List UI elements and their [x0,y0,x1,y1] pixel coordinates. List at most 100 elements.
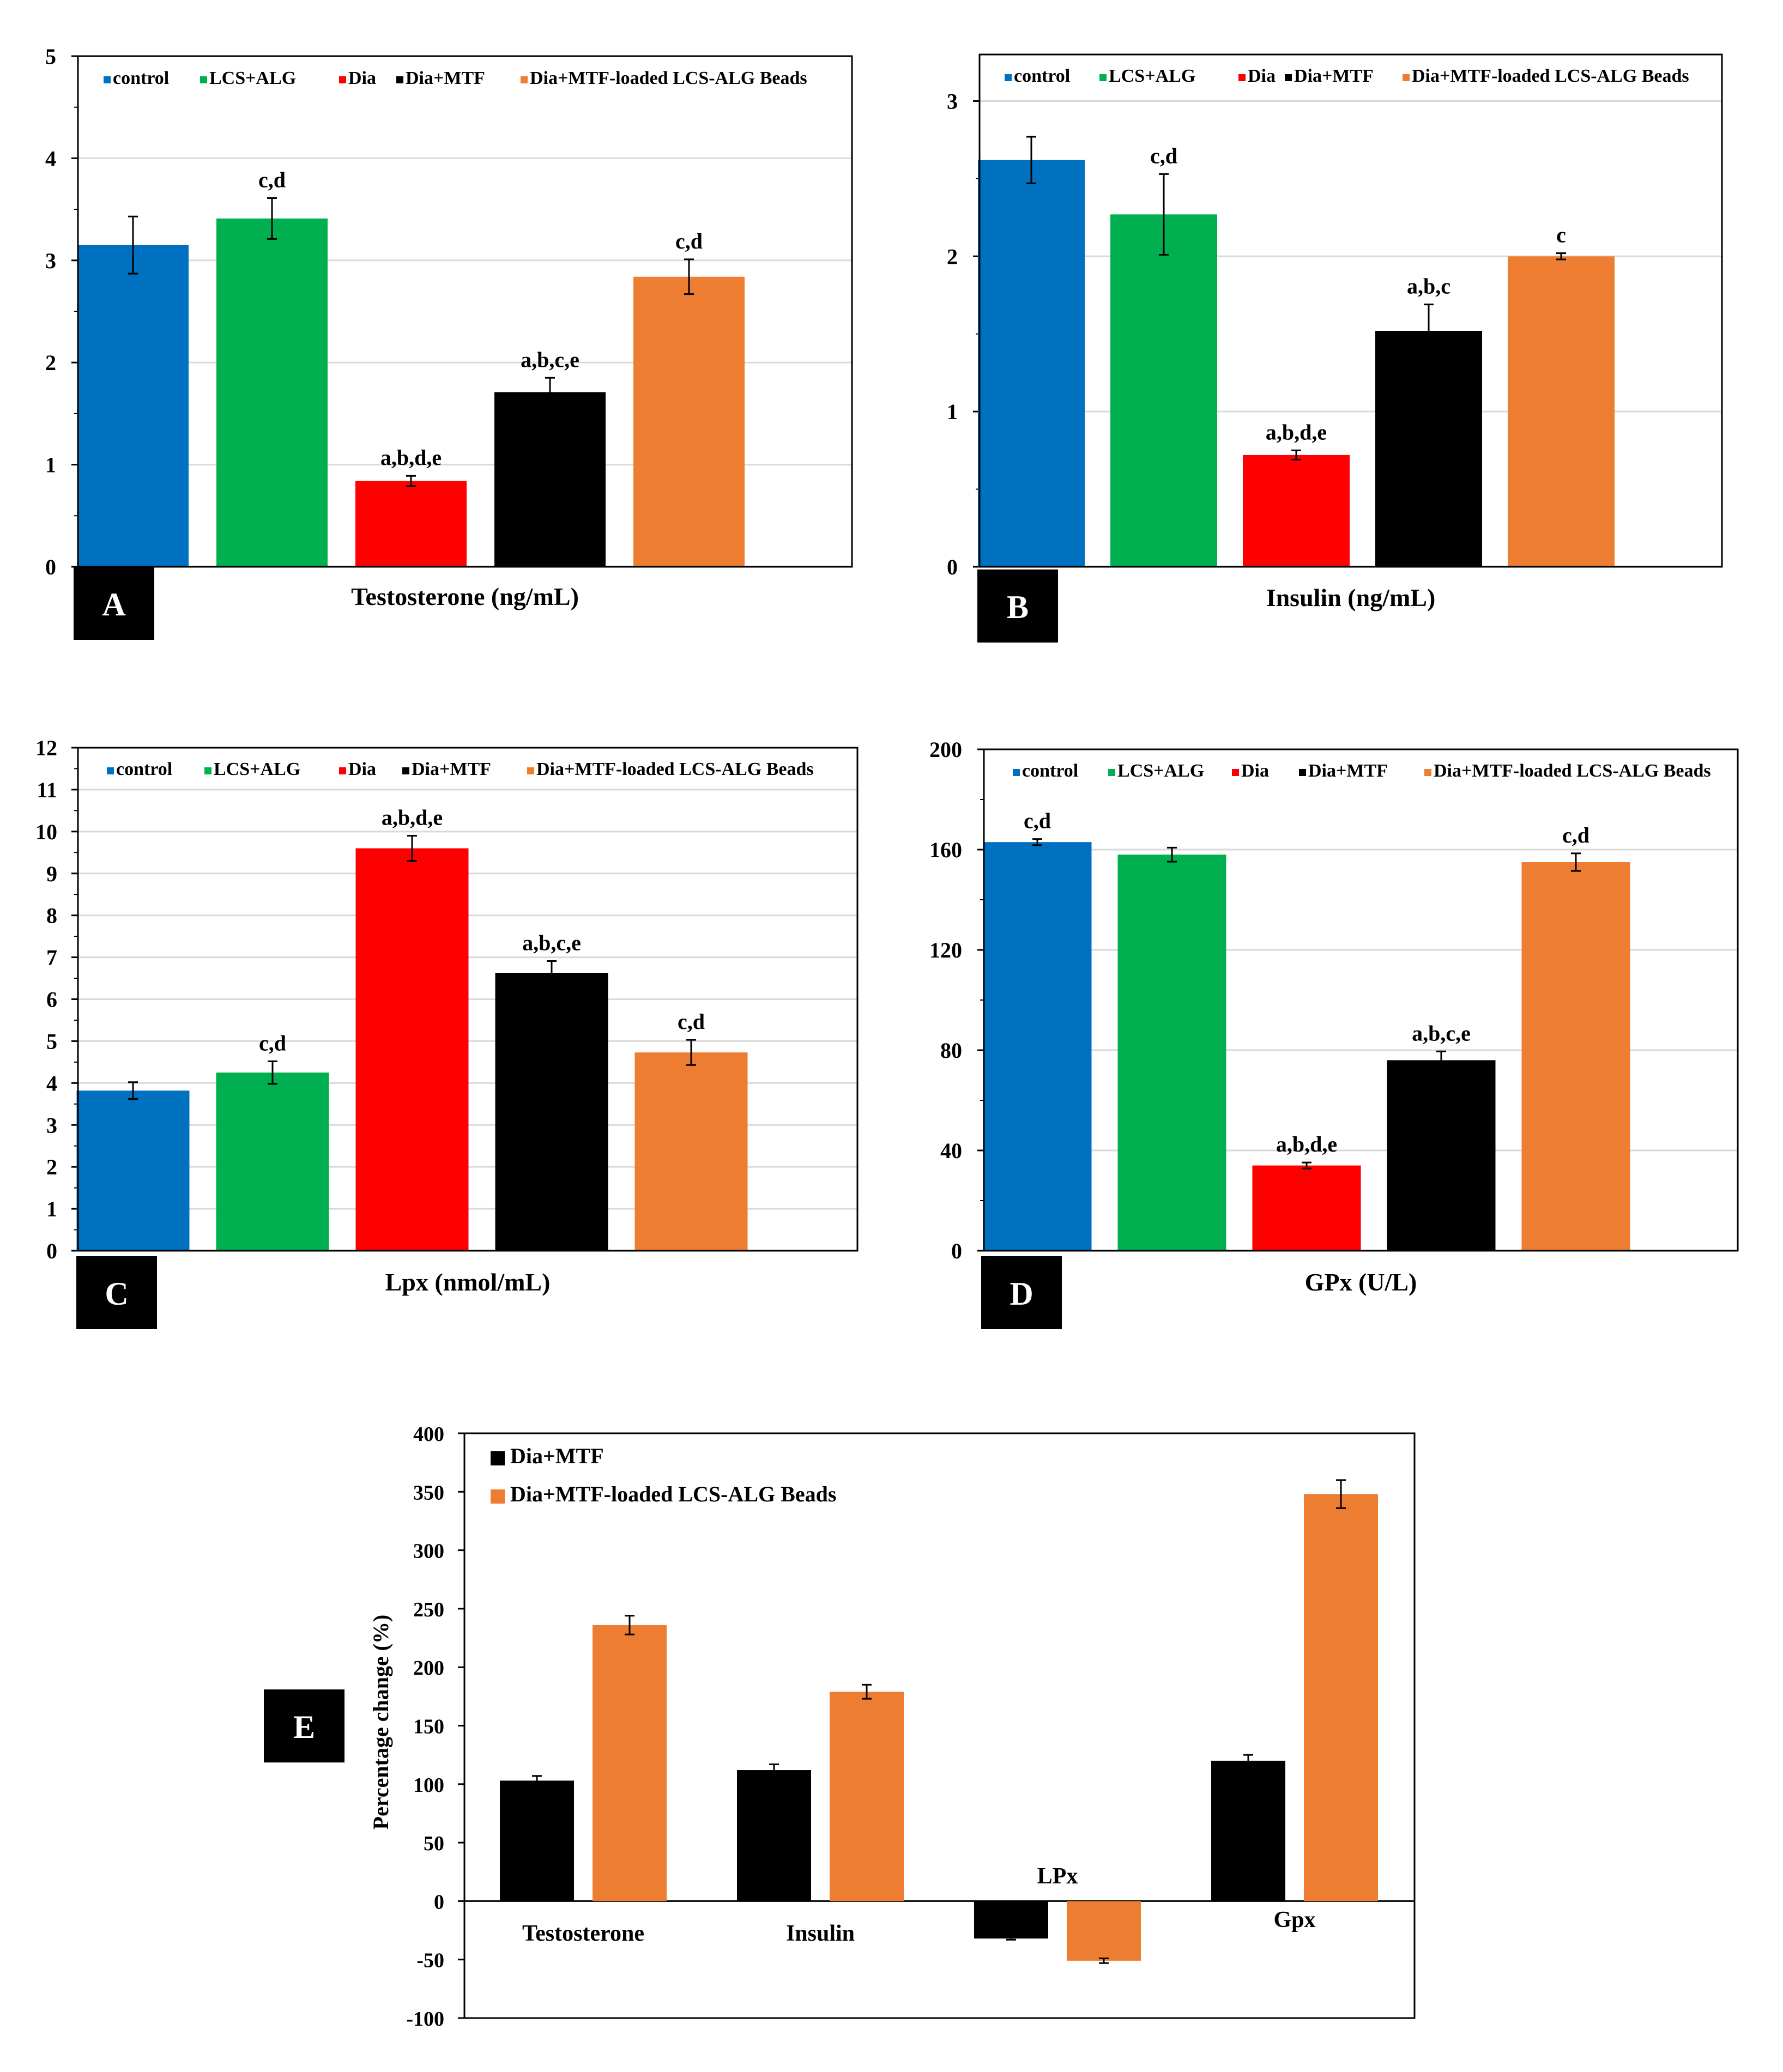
bar-d-3 [1252,1165,1361,1251]
legend-swatch [1403,74,1410,81]
panel-badge [977,570,1058,643]
plot-frame [77,55,853,568]
legend-label: LCS+ALG [209,68,296,88]
y-tick-label: 0 [46,1239,57,1263]
bar-e-insulin-2 [830,1692,904,1901]
legend-swatch [1013,769,1020,776]
x-category-label: Testosterone [522,1921,644,1946]
y-tick-label: 250 [413,1598,444,1621]
bar-b-1 [978,160,1085,567]
panel-label: E [293,1709,315,1745]
legend-swatch [339,76,346,83]
bar-c-1 [76,1090,190,1251]
y-tick-label: 120 [929,938,962,962]
significance-label: a,b,c [1407,274,1450,299]
y-tick-label: 5 [46,1029,57,1053]
legend-label: Dia+MTF [1294,66,1374,86]
legend-label: Dia+MTF-loaded LCS-ALG Beads [530,68,807,88]
bar-d-2 [1117,855,1226,1251]
legend-label: control [113,68,169,88]
y-tick-label: 2 [947,244,958,269]
significance-label: a,b,d,e [380,445,442,470]
bar-e-lpx-1 [974,1901,1048,1939]
significance-label: c,d [259,1031,286,1055]
y-tick-label: 80 [940,1038,962,1063]
y-tick-label: 6 [46,987,57,1012]
y-tick-label: 150 [413,1716,444,1738]
y-tick-label: 8 [46,904,57,928]
legend-label: control [1014,66,1070,86]
legend-swatch [491,1451,505,1465]
y-tick-label: 0 [434,1891,444,1913]
significance-label: a,b,c,e [522,931,581,955]
legend-label: LCS+ALG [214,759,300,779]
bar-e-testosterone-2 [593,1625,667,1901]
x-category-label: Gpx [1273,1907,1315,1932]
y-tick-label: 200 [929,737,962,762]
y-tick-label: 1 [947,399,958,424]
legend-label: LCS+ALG [1117,761,1204,781]
x-axis-label: Testosterone (ng/mL) [351,583,579,610]
legend-swatch [396,76,403,83]
legend-label: Dia [1248,66,1276,86]
y-tick-label: 2 [46,1155,57,1179]
y-tick-label: 3 [947,89,958,113]
y-tick-label: 50 [424,1832,444,1855]
panel-badge [264,1689,344,1762]
legend-label: Dia+MTF-loaded LCS-ALG Beads [1434,761,1711,781]
panel-badge [76,1256,157,1329]
y-tick-label: 11 [37,778,57,802]
legend-label: Dia [1241,761,1269,781]
y-tick-label: 40 [940,1138,962,1163]
significance-label: a,b,d,e [1276,1132,1337,1156]
legend-label: Dia+MTF [1308,761,1388,781]
bar-d-5 [1521,862,1630,1251]
panel-e: -100 -50 0 50 100 150 200 250 300 350 400 Testoster… [264,1423,1416,2031]
significance-label: a,b,c,e [1412,1021,1471,1045]
y-tick-label: 4 [45,146,56,171]
y-tick-label: 160 [929,838,962,862]
x-category-label: LPx [1037,1864,1078,1889]
bar-e-insulin-1 [737,1770,811,1901]
panel-a: 0 1 2 3 4 5 c,d a,b,d,e a,b,c,e c,d control LCS+ALG… [45,44,853,640]
legend-swatch [491,1489,505,1504]
significance-label: c,d [1562,823,1589,847]
significance-label: c,d [1024,809,1051,833]
y-tick-label: 300 [413,1540,444,1563]
legend-swatch [1285,74,1292,81]
panel-label: C [105,1276,128,1312]
legend-label: Dia+MTF-loaded LCS-ALG Beads [1412,66,1689,86]
y-tick-label: 9 [46,862,57,886]
bar-b-3 [1243,455,1350,567]
significance-label: a,b,d,e [382,805,443,830]
panel-label: A [102,586,125,622]
y-tick-label: 3 [45,249,56,273]
bar-c-3 [355,848,469,1251]
panel-badge [74,567,154,640]
legend-swatch [1238,74,1246,81]
legend-swatch [200,76,207,83]
legend-label: control [116,759,172,779]
plot-frame [983,748,1739,1252]
y-tick-label: 4 [46,1071,57,1095]
legend-label: control [1022,761,1078,781]
bar-a-2 [216,218,328,567]
y-tick-label: 7 [46,946,57,970]
bar-e-gpx-2 [1304,1494,1378,1901]
y-tick-label: -100 [406,2008,444,2031]
bar-c-4 [495,973,608,1251]
bar-b-2 [1110,214,1217,567]
bar-b-5 [1508,256,1615,567]
x-axis-label: GPx (U/L) [1305,1268,1417,1296]
legend-swatch [527,767,534,774]
significance-label: c [1556,223,1566,247]
bar-b-4 [1375,331,1482,567]
panel-badge [981,1256,1062,1329]
y-tick-label: 100 [413,1774,444,1797]
y-tick-label: 12 [35,736,57,760]
bar-d-4 [1387,1060,1496,1251]
bar-e-lpx-2 [1067,1901,1141,1961]
bar-a-1 [77,245,189,567]
significance-label: a,b,d,e [1266,420,1327,444]
